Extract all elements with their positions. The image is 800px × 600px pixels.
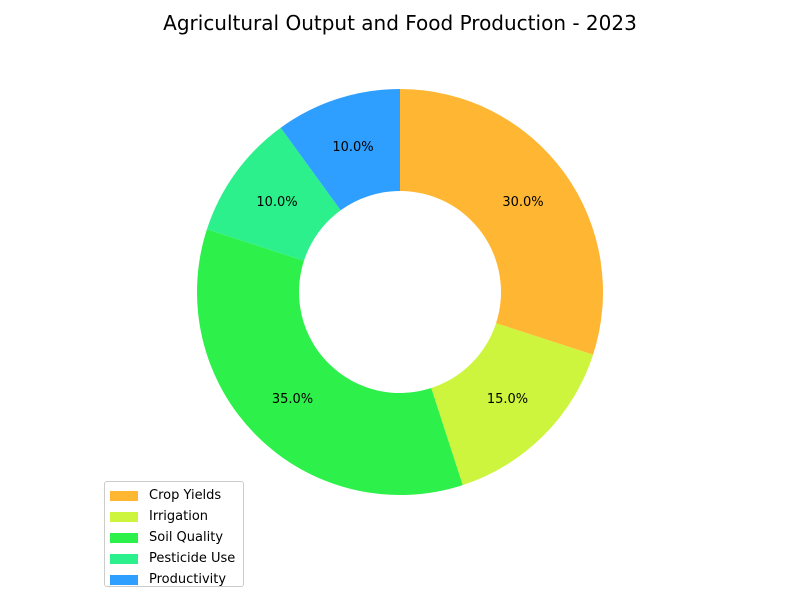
legend-item-crop-yields: Crop Yields — [110, 485, 243, 506]
legend-swatch-soil-quality — [110, 532, 138, 543]
donut-slices — [197, 89, 603, 496]
legend-item-productivity: Productivity — [110, 569, 243, 590]
percent-label-productivity: 10.0% — [332, 140, 373, 155]
legend-label-crop-yields: Crop Yields — [149, 488, 222, 503]
chart-title: Agricultural Output and Food Production … — [163, 11, 637, 35]
legend-label-soil-quality: Soil Quality — [149, 530, 224, 545]
slice-soil-quality — [197, 229, 463, 496]
legend-label-productivity: Productivity — [149, 572, 227, 587]
slice-crop-yields — [400, 89, 603, 355]
legend-swatch-crop-yields — [110, 490, 138, 501]
legend-swatch-pesticide-use — [110, 553, 138, 564]
legend-label-irrigation: Irrigation — [149, 509, 209, 524]
legend-swatch-productivity — [110, 574, 138, 585]
percent-label-pesticide-use: 10.0% — [256, 195, 297, 210]
slice-productivity — [280, 89, 400, 211]
slice-irrigation — [431, 323, 594, 486]
legend-item-soil-quality: Soil Quality — [110, 527, 243, 548]
legend-item-irrigation: Irrigation — [110, 506, 243, 527]
percent-label-crop-yields: 30.0% — [502, 195, 543, 210]
legend-label-pesticide-use: Pesticide Use — [149, 551, 236, 566]
legend-item-pesticide-use: Pesticide Use — [110, 548, 243, 569]
percent-labels: 30.0% 15.0% 35.0% 10.0% 10.0% — [256, 140, 543, 407]
percent-label-soil-quality: 35.0% — [272, 392, 313, 407]
slice-pesticide-use — [206, 127, 341, 261]
legend: Crop Yields Irrigation Soil Quality Pest… — [104, 481, 244, 587]
legend-swatch-irrigation — [110, 511, 138, 522]
percent-label-irrigation: 15.0% — [487, 392, 528, 407]
